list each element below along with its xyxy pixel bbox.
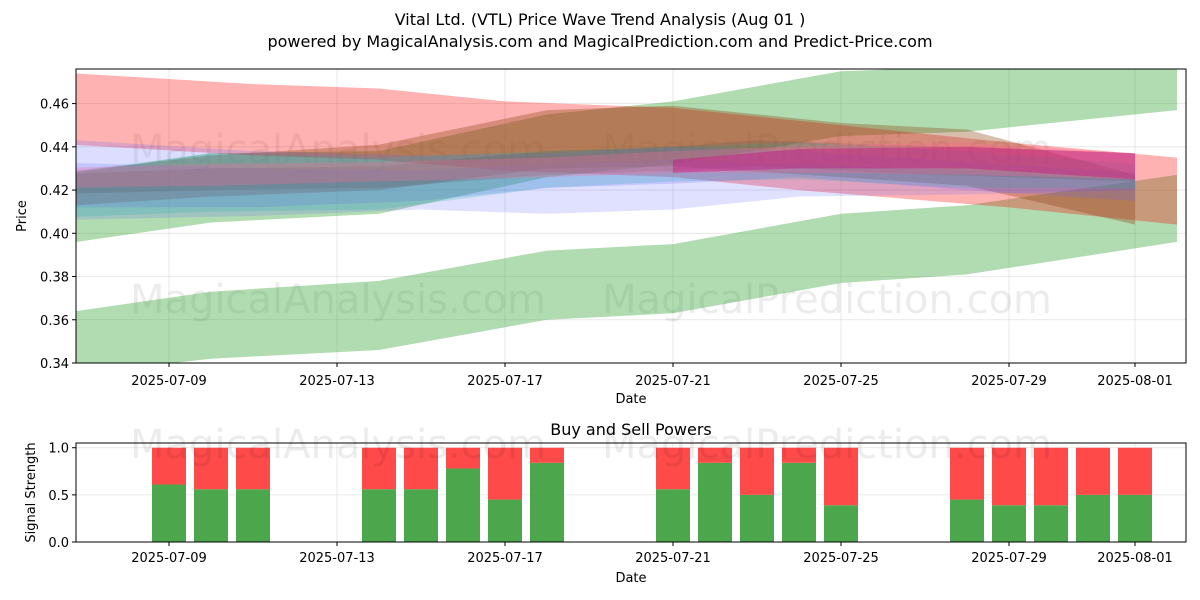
buy-bar	[950, 499, 984, 542]
wave-band-10	[673, 146, 1135, 180]
bars-x-tick-label: 2025-07-21	[635, 551, 711, 566]
sell-bar	[404, 447, 438, 490]
bars-y-axis-label: Signal Strength	[24, 442, 39, 542]
sell-bar	[740, 447, 774, 495]
wave-band-3	[76, 73, 1177, 225]
wave-band-4	[76, 105, 1135, 225]
buy-bar	[530, 462, 564, 542]
sell-bar	[950, 447, 984, 500]
buy-bar	[698, 462, 732, 542]
main-x-axis-label: Date	[615, 392, 646, 407]
watermark-prediction: MagicalPrediction.com	[602, 127, 1052, 173]
sell-bar	[362, 447, 396, 490]
bars-x-tick-label: 2025-08-01	[1097, 551, 1173, 566]
sell-bar	[530, 447, 564, 463]
watermark-analysis: MagicalAnalysis.com	[130, 277, 546, 323]
main-x-tick-label: 2025-07-17	[467, 374, 543, 389]
main-y-tick-label: 0.42	[40, 184, 69, 199]
bars-x-axis-label: Date	[615, 571, 646, 586]
watermark-analysis: MagicalAnalysis.com	[130, 127, 546, 173]
bars-x-tick-label: 2025-07-13	[299, 551, 375, 566]
wave-band-9	[76, 142, 1135, 188]
sell-bar	[488, 447, 522, 500]
sell-bar	[236, 447, 270, 490]
buy-bar	[1076, 494, 1110, 542]
sell-bar	[698, 447, 732, 463]
bars-y-tick-label: 0.5	[48, 489, 69, 504]
buy-bar	[992, 505, 1026, 542]
wave-band-5	[76, 140, 1135, 208]
main-y-tick-label: 0.40	[40, 227, 69, 242]
buy-bar	[446, 468, 480, 542]
wave-band-8	[76, 140, 1135, 194]
main-x-tick-label: 2025-07-21	[635, 374, 711, 389]
bars-x-tick-label: 2025-07-29	[971, 551, 1047, 566]
buy-bar	[740, 494, 774, 542]
sell-bar	[992, 447, 1026, 506]
buy-bar	[194, 489, 228, 542]
buy-bar	[824, 505, 858, 542]
main-x-tick-label: 2025-07-25	[803, 374, 879, 389]
chart-subtitle: powered by MagicalAnalysis.com and Magic…	[267, 32, 933, 51]
signal-bars	[152, 447, 1152, 542]
buy-bar	[1118, 494, 1152, 542]
main-y-tick-label: 0.34	[40, 357, 69, 372]
chart-title: Vital Ltd. (VTL) Price Wave Trend Analys…	[394, 10, 806, 29]
bars-y-tick-label: 0.0	[48, 536, 69, 551]
buy-bar	[782, 462, 816, 542]
bars-plot-frame	[75, 442, 1187, 543]
bars-x-tick-label: 2025-07-17	[467, 551, 543, 566]
bars-y-tick-label: 1.0	[48, 442, 69, 457]
main-y-tick-label: 0.44	[40, 141, 69, 156]
main-x-tick-label: 2025-07-09	[131, 374, 207, 389]
buy-bar	[488, 499, 522, 542]
wave-band-1	[76, 69, 1177, 242]
sell-bar	[446, 447, 480, 469]
wave-band-2	[76, 174, 1177, 363]
sell-bar	[194, 447, 228, 490]
main-x-tick-label: 2025-08-01	[1097, 374, 1173, 389]
bars-x-tick-label: 2025-07-09	[131, 551, 207, 566]
sell-bar	[1076, 447, 1110, 495]
wave-band-6	[76, 159, 1135, 220]
main-x-tick-label: 2025-07-29	[971, 374, 1047, 389]
main-y-tick-label: 0.36	[40, 314, 69, 329]
watermark-analysis: MagicalAnalysis.com	[130, 422, 546, 468]
watermark-prediction: MagicalPrediction.com	[602, 422, 1052, 468]
main-y-tick-label: 0.46	[40, 98, 69, 113]
sell-bar	[656, 447, 690, 490]
main-x-tick-label: 2025-07-13	[299, 374, 375, 389]
sell-bar	[1034, 447, 1068, 506]
buy-bar	[1034, 505, 1068, 542]
bars-x-tick-label: 2025-07-25	[803, 551, 879, 566]
buy-bar	[152, 484, 186, 542]
wave-band-7	[76, 142, 1135, 217]
bars-title: Buy and Sell Powers	[550, 420, 712, 439]
main-plot-frame	[75, 68, 1187, 364]
wave-bands	[76, 69, 1177, 363]
buy-bar	[404, 489, 438, 542]
buy-bar	[236, 489, 270, 542]
main-y-axis-label: Price	[15, 200, 30, 232]
buy-bar	[656, 489, 690, 542]
watermark-prediction: MagicalPrediction.com	[602, 277, 1052, 323]
sell-bar	[782, 447, 816, 463]
sell-bar	[152, 447, 186, 485]
main-y-tick-label: 0.38	[40, 271, 69, 286]
sell-bar	[1118, 447, 1152, 495]
buy-bar	[362, 489, 396, 542]
sell-bar	[824, 447, 858, 506]
